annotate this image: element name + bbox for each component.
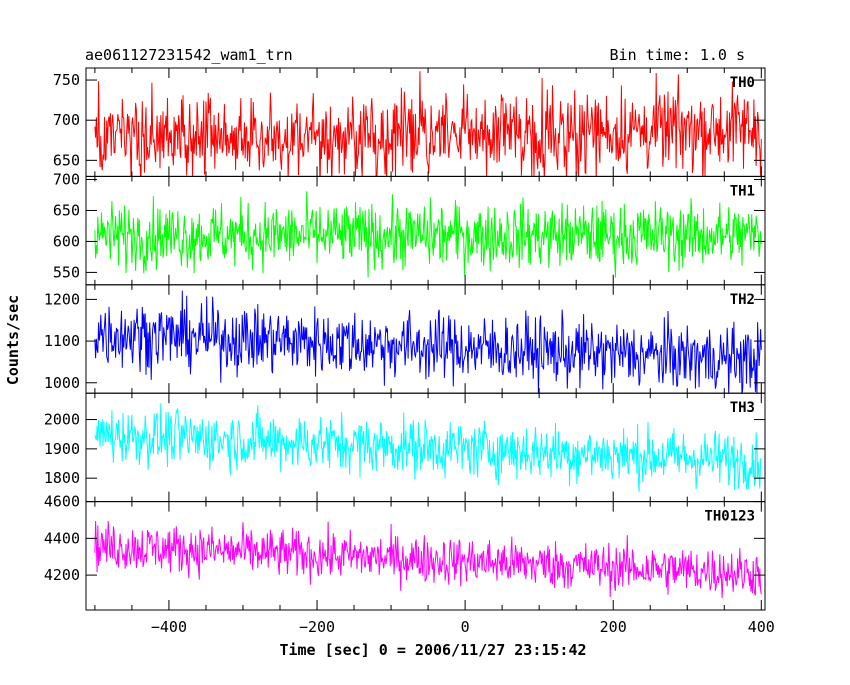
y-tick-label: 2000: [44, 411, 80, 429]
x-tick-label: 400: [748, 618, 775, 636]
x-tick-label: −400: [151, 618, 187, 636]
chart-title: ae061127231542_wam1_trn: [85, 46, 293, 64]
x-tick-label: −200: [299, 618, 335, 636]
panel-th1: 550 600 650 700 TH1: [53, 170, 766, 286]
panel-th0123: 4200 4400 4600 TH0123: [44, 493, 766, 611]
x-axis-label: Time [sec] 0 = 2006/11/27 23:15:42: [279, 641, 586, 659]
x-tick-label: 0: [461, 618, 470, 636]
y-tick-label: 1800: [44, 469, 80, 487]
x-tick-label: 200: [600, 618, 627, 636]
panel-frame: [85, 501, 766, 611]
panel-label: TH1: [730, 183, 755, 199]
y-tick-label: 4400: [44, 529, 80, 547]
y-tick-label: 600: [53, 232, 80, 250]
y-tick-label: 4600: [44, 493, 80, 511]
y-tick-label: 1000: [44, 374, 80, 392]
y-tick-label: 4200: [44, 566, 80, 584]
series-line-th1: [94, 191, 762, 278]
y-tick-label: 650: [53, 201, 80, 219]
panel-frame: [85, 175, 766, 286]
series-line-th3: [94, 403, 762, 492]
bin-time-label: Bin time: 1.0 s: [610, 46, 745, 64]
panel-label: TH3: [730, 400, 755, 416]
panel-label: TH0: [730, 75, 755, 91]
y-tick-label: 700: [53, 170, 80, 188]
y-axis-label: Counts/sec: [4, 295, 22, 385]
panel-th3: 1800 1900 2000 TH3: [44, 392, 766, 503]
series-line-th0123: [94, 520, 762, 598]
series-line-th0: [94, 71, 762, 177]
y-tick-label: 1200: [44, 290, 80, 308]
y-tick-label: 650: [53, 151, 80, 169]
panel-label: TH2: [730, 292, 755, 308]
y-tick-label: 700: [53, 111, 80, 129]
series-line-th2: [94, 290, 762, 394]
panel-th2: 1000 1100 1200 TH2: [44, 284, 766, 394]
y-tick-label: 550: [53, 263, 80, 281]
y-tick-label: 750: [53, 71, 80, 89]
y-tick-label: 1100: [44, 332, 80, 350]
y-tick-label: 1900: [44, 440, 80, 458]
panel-label: TH0123: [704, 509, 755, 525]
panel-th0: 650 700 750 TH0: [53, 67, 766, 177]
